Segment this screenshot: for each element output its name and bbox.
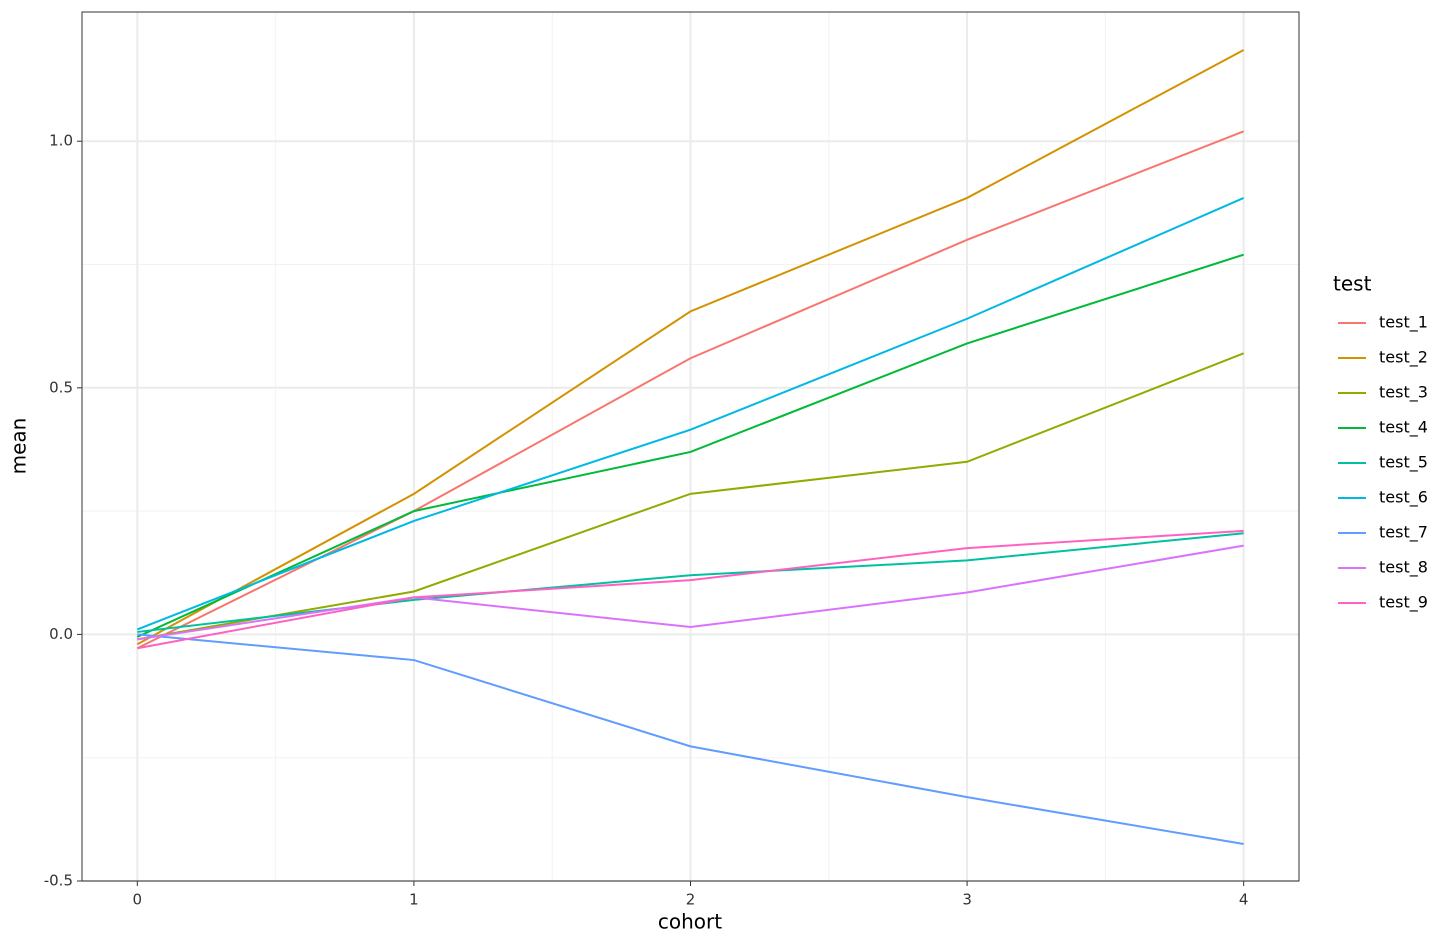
series-line [137, 633, 1244, 845]
legend-label: test_5 [1379, 453, 1428, 473]
series-line [136, 49, 1245, 646]
series-line [136, 253, 1244, 638]
x-tick-label: 4 [1239, 891, 1249, 909]
y-tick-label: -0.5 [44, 872, 73, 890]
plot-border [81, 11, 1300, 882]
legend-title: test [1333, 272, 1372, 296]
y-tick-label: 0.0 [49, 625, 73, 643]
x-axis-title: cohort [658, 910, 722, 934]
y-tick-label: 1.0 [49, 132, 73, 150]
series-line [137, 544, 1244, 641]
legend-label: test_1 [1379, 313, 1428, 333]
legend-label: test_4 [1379, 418, 1428, 438]
series-line [137, 529, 1244, 650]
x-tick-label: 3 [962, 891, 972, 909]
y-axis-title: mean [7, 418, 31, 475]
x-tick-label: 2 [686, 891, 696, 909]
legend-label: test_2 [1379, 348, 1428, 368]
y-tick-label: 0.5 [49, 378, 73, 396]
legend-label: test_6 [1379, 488, 1428, 508]
legend-label: test_3 [1379, 383, 1428, 403]
legend-label: test_9 [1379, 593, 1428, 613]
legend-label: test_7 [1379, 523, 1428, 543]
series-line [136, 197, 1245, 631]
x-tick-label: 0 [133, 891, 143, 909]
x-tick-label: 1 [409, 891, 419, 909]
legend-label: test_8 [1379, 558, 1428, 578]
series-line [137, 352, 1245, 641]
